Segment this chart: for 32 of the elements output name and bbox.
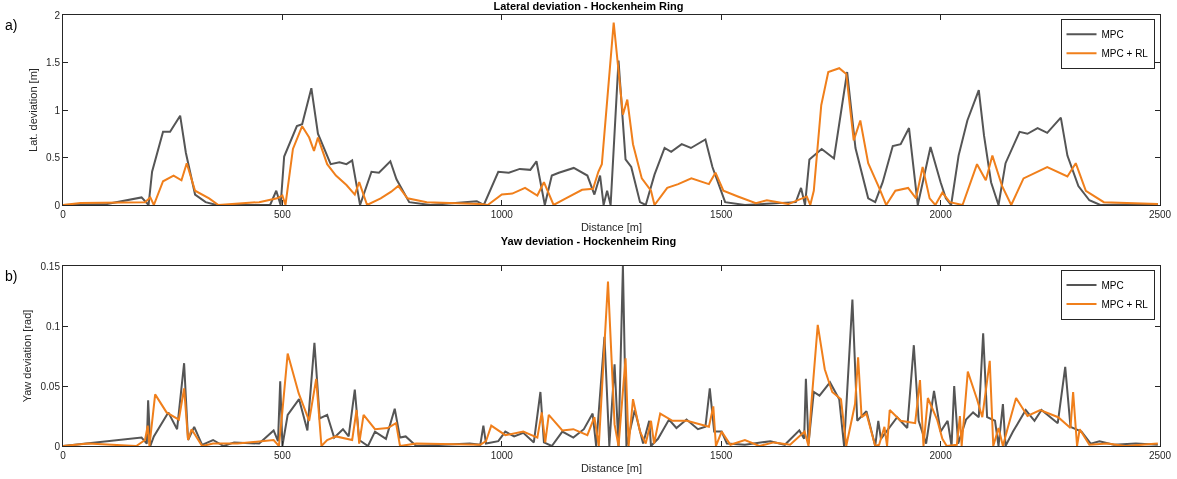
- legend-label: MPC + RL: [1101, 299, 1149, 310]
- legend-label: MPC: [1101, 280, 1124, 291]
- y-tick-label: 0.05: [40, 380, 61, 392]
- x-tick-label: 500: [274, 209, 292, 220]
- x-tick-label: 1000: [490, 209, 514, 220]
- x-tick-label: 1000: [490, 450, 514, 461]
- y-tick-label: 2: [54, 9, 61, 21]
- x-axis-title: Distance [m]: [580, 221, 643, 234]
- y-tick-label: 0.15: [40, 260, 61, 272]
- x-tick-label: 500: [274, 450, 292, 461]
- legend-label: MPC + RL: [1101, 48, 1149, 60]
- legend-label: MPC: [1101, 29, 1124, 41]
- y-axis-title: Lat. deviation [m]: [26, 68, 39, 152]
- x-tick-label: 2500: [1148, 450, 1172, 461]
- x-tick-label: 2000: [929, 450, 953, 461]
- chart-title: Yaw deviation - Hockenheim Ring: [500, 234, 677, 247]
- y-tick-label: 0.1: [46, 320, 61, 332]
- y-axis-title: Yaw deviation [rad]: [21, 309, 34, 403]
- y-tick-label: 0: [54, 440, 61, 452]
- text: a): [5, 17, 18, 33]
- y-tick-label: 1: [54, 104, 61, 116]
- text: b): [5, 268, 18, 284]
- x-axis-title: Distance [m]: [580, 462, 643, 475]
- chart-title: Lateral deviation - Hockenheim Ring: [493, 0, 684, 12]
- y-tick-label: 0.5: [46, 152, 61, 163]
- y-tick-label: 1.5: [46, 57, 61, 68]
- x-tick-label: 2500: [1148, 209, 1172, 220]
- x-tick-label: 2000: [929, 209, 953, 220]
- x-tick-label: 1500: [710, 450, 733, 461]
- line-series: [63, 21, 1159, 205]
- y-tick-label: 0: [54, 199, 61, 211]
- x-tick-label: 1500: [710, 209, 733, 220]
